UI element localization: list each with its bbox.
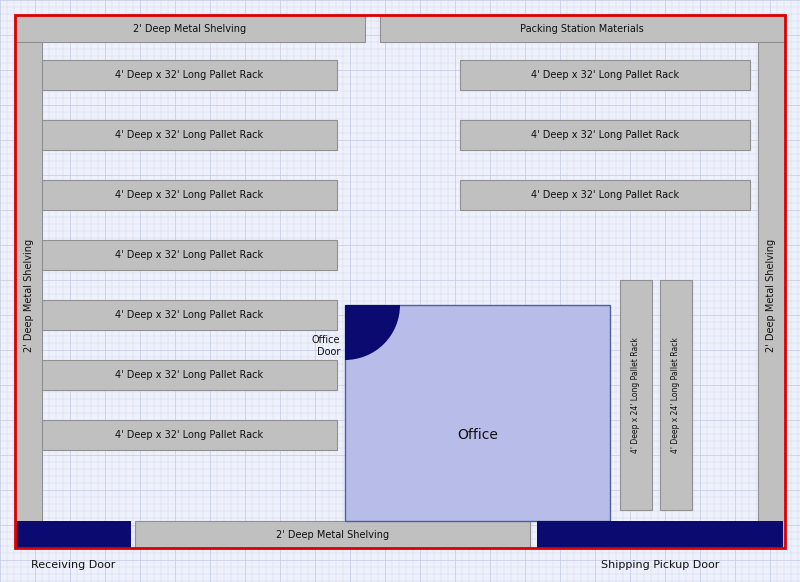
- Text: Office: Office: [457, 428, 498, 442]
- Wedge shape: [345, 305, 400, 360]
- Bar: [380, 15, 785, 42]
- Bar: [42, 60, 337, 90]
- Text: 4' Deep x 32' Long Pallet Rack: 4' Deep x 32' Long Pallet Rack: [115, 130, 263, 140]
- Bar: [345, 305, 610, 521]
- Bar: [460, 180, 750, 210]
- Bar: [460, 60, 750, 90]
- Text: Packing Station Materials: Packing Station Materials: [520, 23, 644, 34]
- Bar: [42, 240, 337, 270]
- Text: 2' Deep Metal Shelving: 2' Deep Metal Shelving: [134, 23, 246, 34]
- Bar: [537, 521, 783, 548]
- Text: Receiving Door: Receiving Door: [31, 560, 116, 570]
- Text: 4' Deep x 32' Long Pallet Rack: 4' Deep x 32' Long Pallet Rack: [531, 70, 679, 80]
- Text: 4' Deep x 32' Long Pallet Rack: 4' Deep x 32' Long Pallet Rack: [115, 310, 263, 320]
- Text: 2' Deep Metal Shelving: 2' Deep Metal Shelving: [276, 530, 389, 540]
- Bar: [135, 521, 530, 548]
- Text: 4' Deep x 32' Long Pallet Rack: 4' Deep x 32' Long Pallet Rack: [115, 190, 263, 200]
- Text: Shipping Pickup Door: Shipping Pickup Door: [601, 560, 719, 570]
- Bar: [758, 42, 785, 548]
- Bar: [620, 280, 652, 510]
- Bar: [15, 42, 42, 548]
- Bar: [16, 521, 131, 548]
- Text: 4' Deep x 32' Long Pallet Rack: 4' Deep x 32' Long Pallet Rack: [115, 70, 263, 80]
- Bar: [42, 120, 337, 150]
- Text: 4' Deep x 32' Long Pallet Rack: 4' Deep x 32' Long Pallet Rack: [531, 130, 679, 140]
- Bar: [42, 180, 337, 210]
- Text: 4' Deep x 24' Long Pallet Rack: 4' Deep x 24' Long Pallet Rack: [671, 337, 681, 453]
- Bar: [15, 15, 365, 42]
- Bar: [42, 360, 337, 390]
- Text: 4' Deep x 32' Long Pallet Rack: 4' Deep x 32' Long Pallet Rack: [531, 190, 679, 200]
- Bar: [42, 300, 337, 330]
- Bar: [42, 420, 337, 450]
- Text: Office
Door: Office Door: [311, 335, 340, 357]
- Text: 4' Deep x 32' Long Pallet Rack: 4' Deep x 32' Long Pallet Rack: [115, 430, 263, 440]
- Text: 2' Deep Metal Shelving: 2' Deep Metal Shelving: [23, 239, 34, 352]
- Bar: [660, 280, 692, 510]
- Text: 2' Deep Metal Shelving: 2' Deep Metal Shelving: [766, 239, 777, 352]
- Text: 4' Deep x 32' Long Pallet Rack: 4' Deep x 32' Long Pallet Rack: [115, 370, 263, 380]
- Text: 4' Deep x 32' Long Pallet Rack: 4' Deep x 32' Long Pallet Rack: [115, 250, 263, 260]
- Text: 4' Deep x 24' Long Pallet Rack: 4' Deep x 24' Long Pallet Rack: [631, 337, 641, 453]
- Bar: [460, 120, 750, 150]
